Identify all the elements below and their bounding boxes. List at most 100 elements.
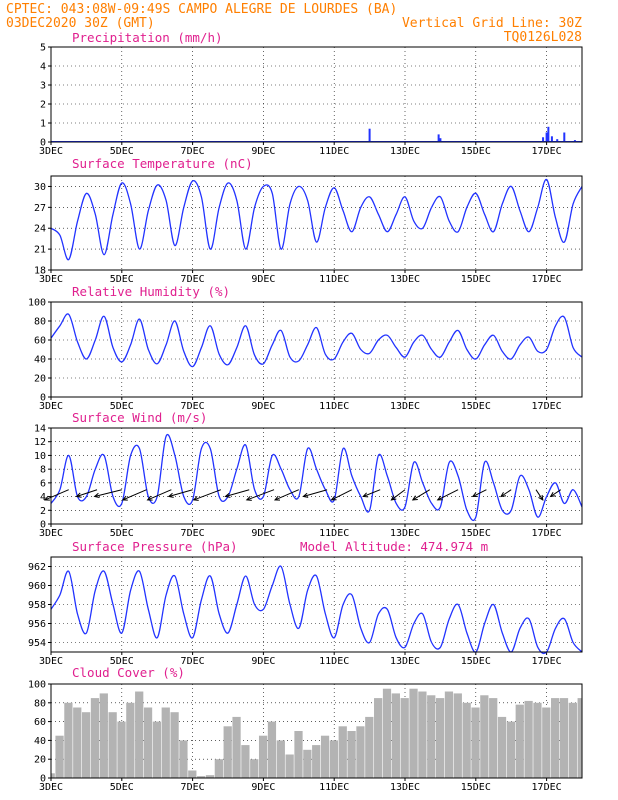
cloud-cover-bar xyxy=(444,691,454,778)
precipitation-xtick-label: 5DEC xyxy=(110,146,134,157)
pressure-xtick-label: 5DEC xyxy=(110,656,134,667)
cloud-cover-ytick-label: 40 xyxy=(34,736,46,747)
pressure-xtick-label: 15DEC xyxy=(461,656,491,667)
wind-vector xyxy=(121,489,147,501)
wind-ytick-label: 0 xyxy=(40,520,46,531)
wind-vector-head xyxy=(390,495,397,501)
cloud-cover-bar xyxy=(356,726,365,778)
wind-vector-shaft xyxy=(94,489,122,497)
temperature-line xyxy=(50,178,583,261)
cloud-cover-ytick-label: 80 xyxy=(34,698,46,709)
cloud-cover-bar xyxy=(374,698,383,778)
pressure-panel: Surface Pressure (hPa) Model Altitude: 47… xyxy=(28,539,583,667)
wind-vector-head xyxy=(362,492,369,498)
precipitation-xtick-label: 3DEC xyxy=(39,146,63,157)
cloud-cover-bar xyxy=(99,693,108,778)
wind-vector xyxy=(75,489,98,498)
cloud-cover-bar xyxy=(409,688,418,778)
cloud-cover-bar xyxy=(90,698,100,778)
wind-vector-shaft xyxy=(363,489,381,497)
wind-vector-head xyxy=(146,495,153,501)
wind-vector-shaft xyxy=(437,489,459,501)
wind-vector xyxy=(500,489,512,498)
wind-vector xyxy=(471,489,487,498)
humidity-xtick-label: 5DEC xyxy=(110,401,134,412)
pressure-xtick-label: 9DEC xyxy=(251,656,275,667)
temperature-panel: Surface Temperature (nC) 18 21 24 27 30 3DEC 5D… xyxy=(34,156,583,285)
precipitation-ytick-label: 5 xyxy=(40,43,46,54)
cloud-cover-xtick-label: 15DEC xyxy=(461,782,491,793)
wind-vector xyxy=(362,489,381,498)
cloud-cover-bar xyxy=(285,754,294,778)
cloud-cover-bar xyxy=(143,707,153,778)
precipitation-xtick-label: 9DEC xyxy=(251,146,275,157)
precipitation-bar xyxy=(437,134,440,142)
humidity-xtick-label: 7DEC xyxy=(181,401,205,412)
wind-vector-shaft xyxy=(412,489,431,501)
wind-vector xyxy=(411,489,431,501)
cloud-cover-bar xyxy=(117,721,126,778)
cloud-cover-bar xyxy=(294,731,303,778)
wind-vector-head xyxy=(500,491,507,498)
wind-vector-head xyxy=(302,492,309,498)
cloud-cover-frame xyxy=(50,683,583,779)
wind-vector-head xyxy=(93,492,100,498)
pressure-xtick-label: 3DEC xyxy=(39,656,63,667)
pressure-xtick-label: 11DEC xyxy=(319,656,349,667)
temperature-xtick-label: 3DEC xyxy=(39,274,63,285)
cloud-cover-xtick-label: 13DEC xyxy=(390,782,420,793)
precipitation-xtick-label: 7DEC xyxy=(181,146,205,157)
temperature-xtick-label: 17DEC xyxy=(532,274,562,285)
wind-vector-head xyxy=(75,492,82,498)
precipitation-xtick-label: 11DEC xyxy=(319,146,349,157)
cloud-cover-bar xyxy=(400,698,409,778)
pressure-ytick-label: 958 xyxy=(28,600,46,611)
wind-vector xyxy=(192,489,222,501)
wind-vector-head xyxy=(549,491,556,498)
humidity-xtick-label: 15DEC xyxy=(461,401,491,412)
pressure-annotation: Model Altitude: 474.974 m xyxy=(300,539,488,554)
wind-ytick-label: 10 xyxy=(34,451,46,462)
cloud-cover-bar xyxy=(205,775,215,778)
cloud-cover-bar xyxy=(161,707,170,778)
cloud-cover-xtick-label: 17DEC xyxy=(532,782,562,793)
wind-vector-shaft xyxy=(246,489,275,501)
wind-vector-shaft xyxy=(331,489,353,501)
wind-xtick-label: 7DEC xyxy=(181,528,205,539)
wind-vector-shaft xyxy=(472,489,487,497)
humidity-ytick-label: 20 xyxy=(34,374,46,385)
cloud-cover-bar xyxy=(506,721,516,778)
cloud-cover-ytick-label: 100 xyxy=(28,680,46,691)
wind-vector-shaft xyxy=(122,489,147,501)
pressure-xtick-label: 13DEC xyxy=(390,656,420,667)
wind-vector xyxy=(535,489,544,501)
cloud-cover-bar xyxy=(258,735,268,778)
cloud-cover-bar xyxy=(126,702,135,778)
cloud-cover-bar xyxy=(250,759,259,778)
cloud-cover-bar xyxy=(577,698,582,778)
cloud-cover-bar xyxy=(152,721,162,778)
precipitation-bar xyxy=(556,139,559,142)
wind-vector xyxy=(245,489,275,501)
cloud-cover-bar xyxy=(471,707,480,778)
cloud-cover-xtick-label: 9DEC xyxy=(251,782,275,793)
cloud-cover-bar xyxy=(427,695,436,778)
cloud-cover-bar xyxy=(232,716,241,778)
wind-vector xyxy=(273,489,299,501)
wind-xtick-label: 5DEC xyxy=(110,528,134,539)
precipitation-bar xyxy=(547,126,550,142)
cloud-cover-title: Cloud Cover (%) xyxy=(72,665,185,680)
humidity-ytick-label: 60 xyxy=(34,336,46,347)
wind-ytick-label: 4 xyxy=(40,492,46,503)
wind-vector xyxy=(390,489,406,501)
wind-vector-shaft xyxy=(44,489,69,501)
cloud-cover-bar xyxy=(223,726,232,778)
cloud-cover-bar xyxy=(559,698,569,778)
wind-vector-head xyxy=(121,495,128,501)
temperature-xtick-label: 13DEC xyxy=(390,274,420,285)
wind-vector-head xyxy=(245,495,252,501)
cloud-cover-ytick-label: 20 xyxy=(34,755,46,766)
cloud-cover-xtick-label: 11DEC xyxy=(319,782,349,793)
temperature-title: Surface Temperature (nC) xyxy=(72,156,253,171)
cloud-cover-xtick-label: 5DEC xyxy=(110,782,134,793)
